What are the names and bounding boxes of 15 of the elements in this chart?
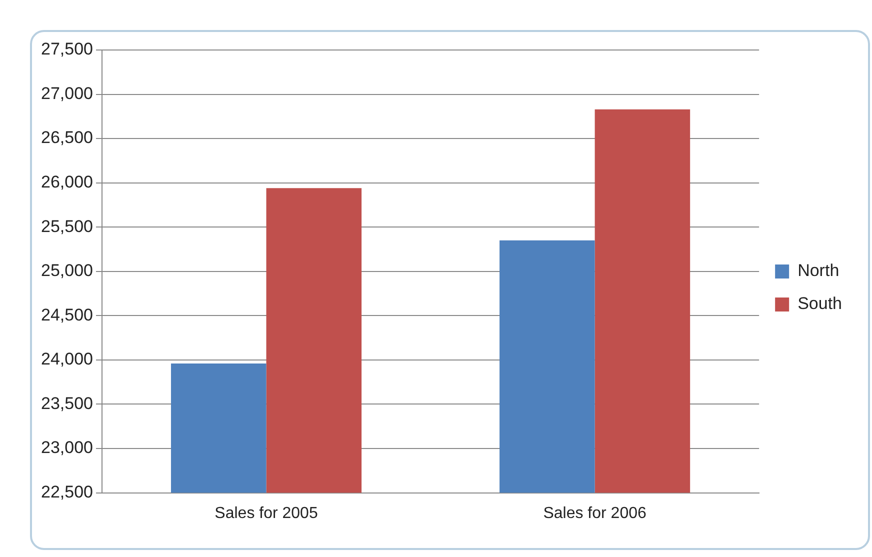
y-tick-label: 23,500 <box>40 394 93 413</box>
y-tick-label: 24,500 <box>40 305 93 324</box>
x-tick-label: Sales for 2005 <box>214 504 318 522</box>
y-tick-label: 24,000 <box>40 350 93 369</box>
y-tick-label: 26,000 <box>40 172 93 192</box>
y-tick-label: 27,000 <box>40 84 93 103</box>
y-tick-label: 25,000 <box>40 261 93 280</box>
y-tick-label: 25,500 <box>40 216 93 236</box>
y-tick-label: 22,500 <box>40 482 93 502</box>
y-tick-label: 23,000 <box>40 438 93 458</box>
x-tick-label: Sales for 2006 <box>543 504 646 522</box>
y-tick-label: 27,500 <box>40 40 93 59</box>
legend-label: South <box>798 294 842 314</box>
legend-label: North <box>798 261 840 280</box>
y-tick-label: 26,500 <box>40 128 93 148</box>
